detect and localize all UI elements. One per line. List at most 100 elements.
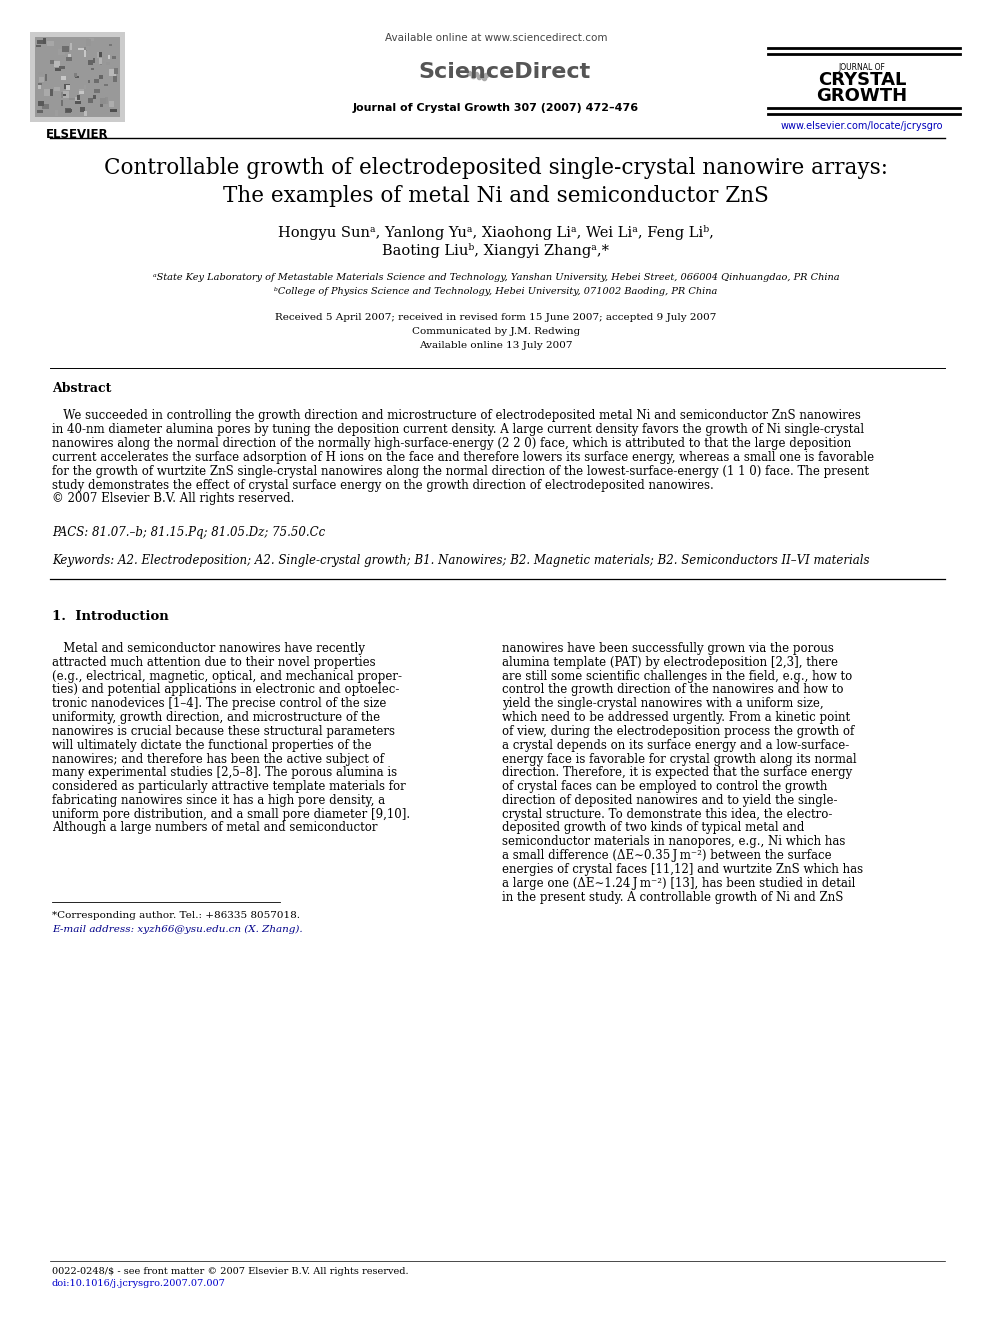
Text: energies of crystal faces [11,12] and wurtzite ZnS which has: energies of crystal faces [11,12] and wu… [502,863,863,876]
Bar [55,67,61,71]
Bar [61,101,62,106]
Bar [70,42,72,50]
Text: Controllable growth of electrodeposited single-crystal nanowire arrays:: Controllable growth of electrodeposited … [104,157,888,179]
Text: semiconductor materials in nanopores, e.g., Ni which has: semiconductor materials in nanopores, e.… [502,835,845,848]
Text: Metal and semiconductor nanowires have recently: Metal and semiconductor nanowires have r… [52,642,365,655]
Bar [100,98,106,105]
Text: of view, during the electrodeposition process the growth of: of view, during the electrodeposition pr… [502,725,854,738]
Text: Available online at www.sciencedirect.com: Available online at www.sciencedirect.co… [385,33,607,44]
Text: attracted much attention due to their novel properties: attracted much attention due to their no… [52,656,376,669]
Text: Keywords: A2. Electrodeposition; A2. Single-crystal growth; B1. Nanowires; B2. M: Keywords: A2. Electrodeposition; A2. Sin… [52,554,870,568]
Text: ELSEVIER: ELSEVIER [47,127,109,140]
Bar [62,91,69,98]
Text: (e.g., electrical, magnetic, optical, and mechanical proper-: (e.g., electrical, magnetic, optical, an… [52,669,402,683]
Bar [45,90,51,95]
Text: deposited growth of two kinds of typical metal and: deposited growth of two kinds of typical… [502,822,805,835]
Bar [36,45,41,46]
Bar [113,75,117,82]
Text: doi:10.1016/j.jcrysgro.2007.07.007: doi:10.1016/j.jcrysgro.2007.07.007 [52,1279,226,1289]
Text: energy face is favorable for crystal growth along its normal: energy face is favorable for crystal gro… [502,753,857,766]
Bar [86,44,89,50]
Bar [65,108,72,112]
Bar [63,94,65,97]
Bar [112,95,119,102]
Bar [37,110,43,112]
Text: tronic nanodevices [1–4]. The precise control of the size: tronic nanodevices [1–4]. The precise co… [52,697,386,710]
Text: alumina template (PAT) by electrodeposition [2,3], there: alumina template (PAT) by electrodeposit… [502,656,838,669]
Text: Received 5 April 2007; received in revised form 15 June 2007; accepted 9 July 20: Received 5 April 2007; received in revis… [276,314,716,323]
Text: direction of deposited nanowires and to yield the single-: direction of deposited nanowires and to … [502,794,837,807]
Bar [38,85,41,89]
Text: a large one (ΔE∼1.24 J m⁻²) [13], has been studied in detail: a large one (ΔE∼1.24 J m⁻²) [13], has be… [502,877,855,889]
Text: in the present study. A controllable growth of Ni and ZnS: in the present study. A controllable gro… [502,890,843,904]
Bar [90,67,93,70]
Bar [84,48,87,52]
Text: crystal structure. To demonstrate this idea, the electro-: crystal structure. To demonstrate this i… [502,808,832,820]
Text: © 2007 Elsevier B.V. All rights reserved.: © 2007 Elsevier B.V. All rights reserved… [52,492,295,505]
Text: nanowires have been successfully grown via the porous: nanowires have been successfully grown v… [502,642,834,655]
Text: current accelerates the surface adsorption of H ions on the face and therefore l: current accelerates the surface adsorpti… [52,451,874,464]
Bar [30,32,125,122]
Bar [94,78,99,82]
Text: are still some scientific challenges in the field, e.g., how to: are still some scientific challenges in … [502,669,852,683]
Bar [74,73,77,77]
Text: for the growth of wurtzite ZnS single-crystal nanowires along the normal directi: for the growth of wurtzite ZnS single-cr… [52,464,869,478]
Bar [88,61,92,65]
Text: PACS: 81.07.–b; 81.15.Pq; 81.05.Dz; 75.50.Cc: PACS: 81.07.–b; 81.15.Pq; 81.05.Dz; 75.5… [52,527,325,538]
Text: will ultimately dictate the functional properties of the: will ultimately dictate the functional p… [52,738,372,751]
Text: of crystal faces can be employed to control the growth: of crystal faces can be employed to cont… [502,781,827,792]
Bar [78,48,84,50]
Bar [35,37,120,116]
Bar [75,97,80,102]
Text: control the growth direction of the nanowires and how to: control the growth direction of the nano… [502,684,843,696]
Bar [114,67,118,74]
Bar [39,101,44,106]
Bar [86,38,91,46]
Bar [79,107,85,112]
Bar [64,85,69,89]
Text: The examples of metal Ni and semiconductor ZnS: The examples of metal Ni and semiconduct… [223,185,769,206]
Bar [93,95,95,99]
Bar [109,44,112,46]
Bar [66,57,72,61]
Bar [49,89,53,95]
Text: ᵃState Key Laboratory of Metastable Materials Science and Technology, Yanshan Un: ᵃState Key Laboratory of Metastable Mate… [153,274,839,283]
Text: uniformity, growth direction, and microstructure of the: uniformity, growth direction, and micros… [52,710,380,724]
Bar [62,91,66,98]
Bar [112,56,116,60]
Text: in 40-nm diameter alumina pores by tuning the deposition current density. A larg: in 40-nm diameter alumina pores by tunin… [52,423,864,437]
Bar [99,60,102,65]
Text: Available online 13 July 2007: Available online 13 July 2007 [420,341,572,351]
Bar [84,111,87,116]
Bar [104,83,108,86]
Text: Journal of Crystal Growth 307 (2007) 472–476: Journal of Crystal Growth 307 (2007) 472… [353,103,639,112]
Text: a small difference (ΔE∼0.35 J m⁻²) between the surface: a small difference (ΔE∼0.35 J m⁻²) betwe… [502,849,831,863]
Bar [102,61,105,64]
Text: fabricating nanowires since it has a high pore density, a: fabricating nanowires since it has a hig… [52,794,385,807]
Bar [50,60,55,64]
Text: JOURNAL OF: JOURNAL OF [838,62,886,71]
Text: 1.  Introduction: 1. Introduction [52,610,169,623]
Text: uniform pore distribution, and a small pore diameter [9,10].: uniform pore distribution, and a small p… [52,808,410,820]
Bar [84,85,86,89]
Bar [83,50,86,57]
Text: a crystal depends on its surface energy and a low-surface-: a crystal depends on its surface energy … [502,738,849,751]
Bar [110,108,117,112]
Bar [108,56,110,60]
Bar [99,58,102,64]
Bar [76,95,80,99]
Bar [48,41,54,46]
Bar [59,49,64,56]
Bar [93,58,95,64]
Bar [55,110,59,116]
Bar [106,62,110,65]
Bar [74,77,78,78]
Text: We succeeded in controlling the growth direction and microstructure of electrode: We succeeded in controlling the growth d… [52,410,861,422]
Bar [45,89,50,95]
Text: yield the single-crystal nanowires with a uniform size,: yield the single-crystal nanowires with … [502,697,823,710]
Bar [66,85,70,90]
Text: Communicated by J.M. Redwing: Communicated by J.M. Redwing [412,328,580,336]
Bar [98,74,103,79]
Bar [38,71,43,75]
Bar [54,61,60,66]
